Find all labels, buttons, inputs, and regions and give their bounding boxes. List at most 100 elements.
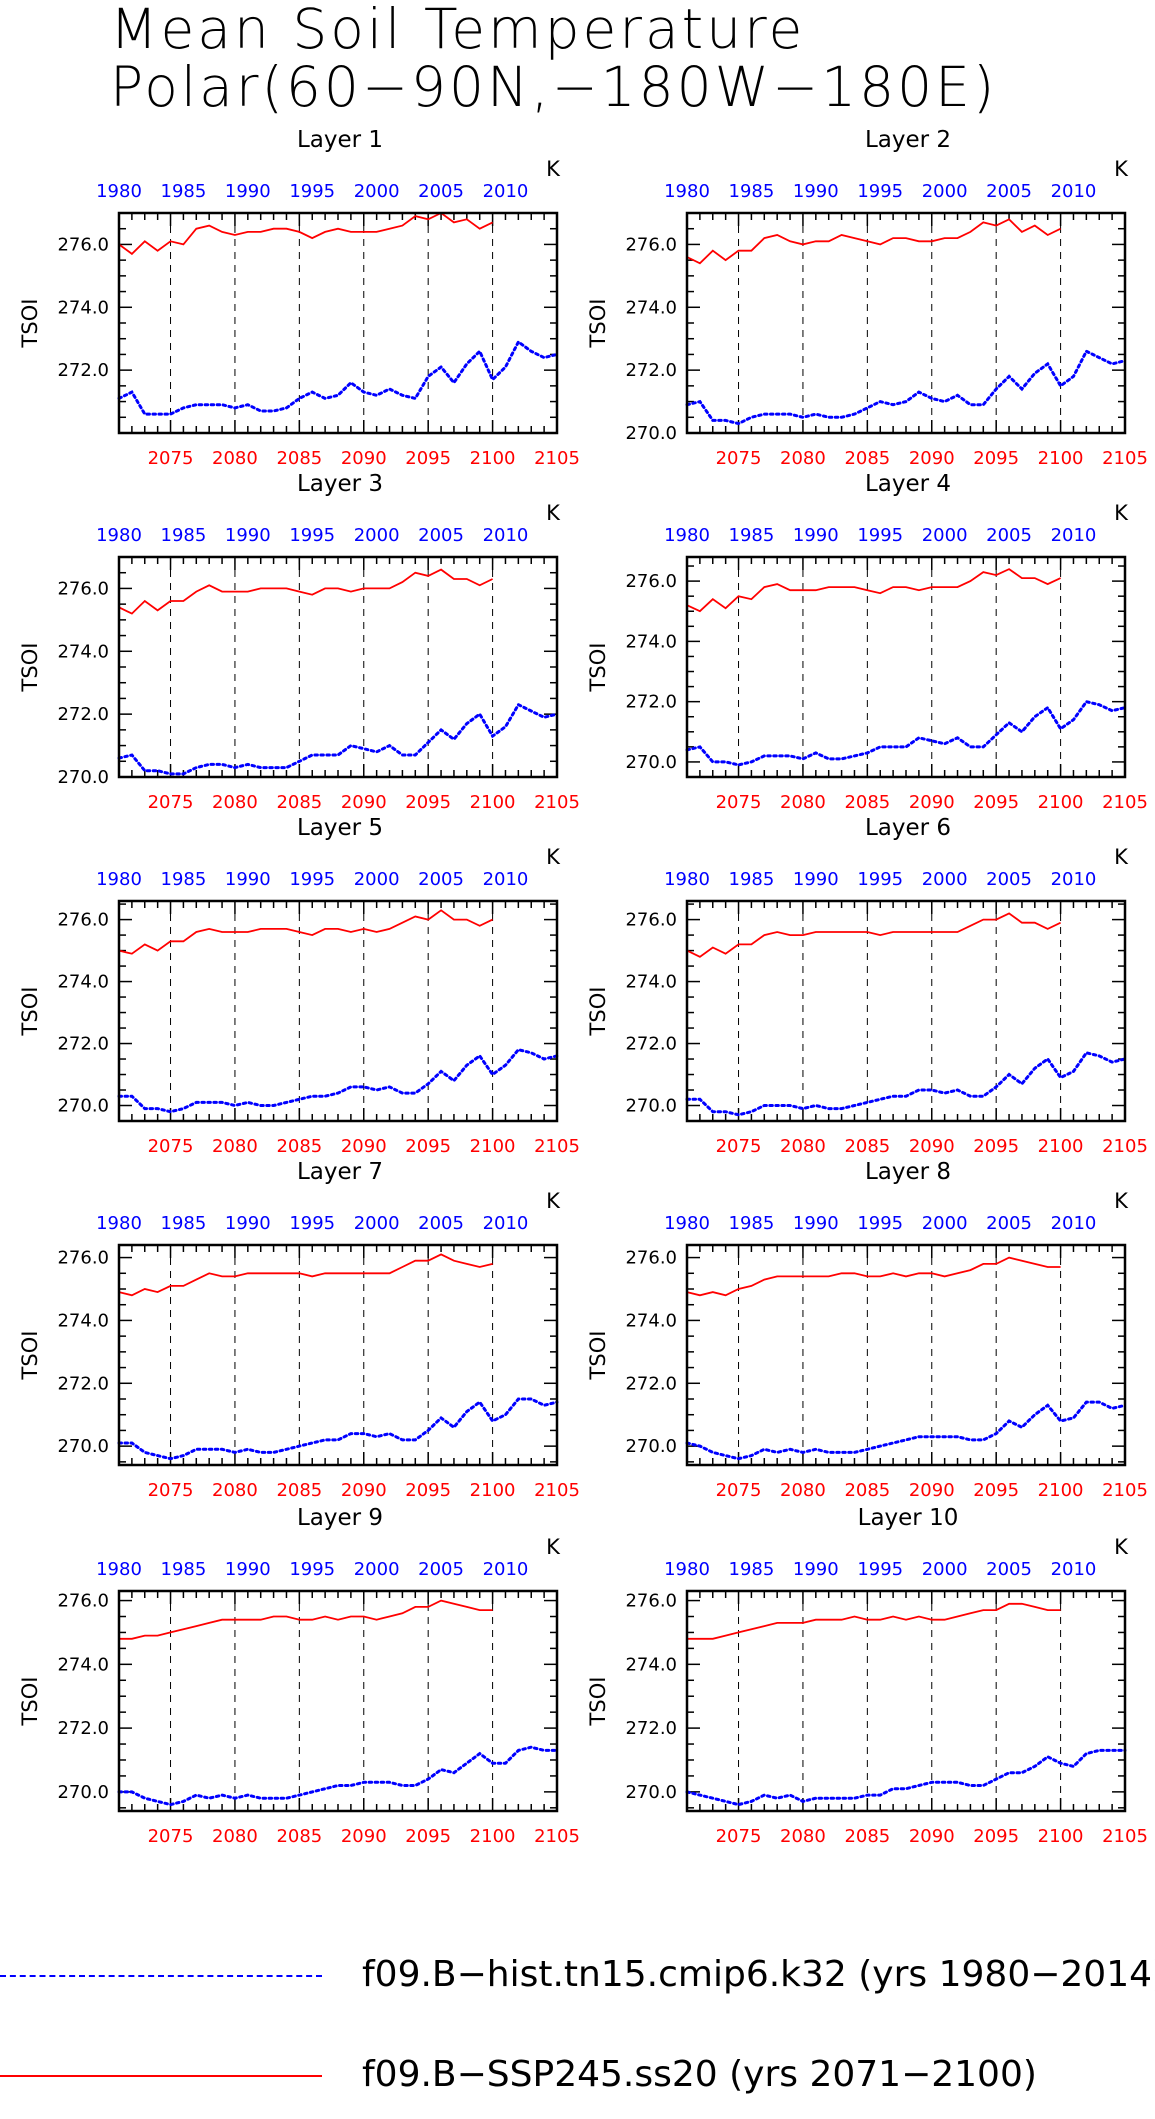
bottom-tick-label: 2075 xyxy=(716,1136,762,1157)
top-tick-label: 1985 xyxy=(729,181,775,202)
legend-entry-ssp: f09.B−SSP245.ss20 (yrs 2071−2100) xyxy=(0,2045,1155,2105)
bottom-tick-label: 2095 xyxy=(973,1480,1019,1501)
series-line-hist xyxy=(685,1051,1127,1117)
bottom-tick-label: 2085 xyxy=(844,1136,890,1157)
top-tick-label: 1985 xyxy=(161,869,207,890)
top-tick-label: 1995 xyxy=(857,181,903,202)
bottom-tick-label: 2085 xyxy=(276,1826,322,1847)
y-tick-label: 272.0 xyxy=(57,1034,109,1055)
bottom-tick-label: 2090 xyxy=(909,1826,955,1847)
chart-panel-5: Layer 5 K TSOI 2075 2080 2085 2090 2095 2100 2105… xyxy=(18,815,580,1157)
series-line-hist xyxy=(685,1400,1127,1461)
y-tick-label: 270.0 xyxy=(625,752,677,773)
legend-label-ssp: f09.B−SSP245.ss20 (yrs 2071−2100) xyxy=(362,2054,1037,2095)
top-tick-label: 1985 xyxy=(161,181,207,202)
bottom-tick-label: 2105 xyxy=(534,1480,580,1501)
plot-frame xyxy=(685,211,1127,435)
top-tick-label: 1995 xyxy=(857,1213,903,1234)
bottom-tick-label: 2080 xyxy=(780,1826,826,1847)
y-tick-label: 270.0 xyxy=(57,1782,109,1803)
panel-title: Layer 9 xyxy=(297,1505,383,1531)
y-tick-label: 270.0 xyxy=(57,1096,109,1117)
bottom-tick-label: 2105 xyxy=(1102,1136,1148,1157)
series-line-hist xyxy=(117,702,559,776)
bottom-tick-label: 2095 xyxy=(973,1826,1019,1847)
plot-frame xyxy=(117,1243,559,1467)
y-tick-label: 276.0 xyxy=(57,910,109,931)
plot-frame xyxy=(685,899,1127,1123)
top-tick-label: 2000 xyxy=(354,525,400,546)
plot-frame xyxy=(117,211,559,435)
y-tick-label: 274.0 xyxy=(625,1654,677,1675)
top-tick-label: 1980 xyxy=(664,1559,710,1580)
chart-panel-10: Layer 10 K TSOI 2075 2080 2085 2090 2095 2100 210… xyxy=(586,1505,1148,1847)
bottom-tick-label: 2085 xyxy=(844,1480,890,1501)
series-line-hist xyxy=(117,1745,559,1807)
top-tick-label: 2010 xyxy=(483,869,529,890)
plot-frame xyxy=(117,555,559,779)
units-label: K xyxy=(1114,1535,1129,1559)
bottom-tick-label: 2095 xyxy=(973,448,1019,469)
top-tick-label: 2000 xyxy=(354,869,400,890)
charts-area: Layer 1 K TSOI 2075 2080 2085 2090 2095 2100 2105… xyxy=(18,127,1148,1847)
top-tick-label: 1990 xyxy=(793,525,839,546)
bottom-tick-label: 2080 xyxy=(212,448,258,469)
y-axis-label: TSOI xyxy=(18,643,42,693)
top-tick-label: 1980 xyxy=(96,1559,142,1580)
y-tick-label: 274.0 xyxy=(57,297,109,318)
top-tick-label: 2005 xyxy=(986,869,1032,890)
bottom-tick-label: 2080 xyxy=(780,448,826,469)
y-tick-label: 272.0 xyxy=(625,360,677,381)
legend-swatch-hist xyxy=(0,1975,322,1977)
y-axis-label: TSOI xyxy=(586,643,610,693)
bottom-tick-label: 2105 xyxy=(1102,792,1148,813)
y-tick-label: 272.0 xyxy=(57,1718,109,1739)
plot-frame xyxy=(685,555,1127,779)
panel-title: Layer 7 xyxy=(297,1159,383,1185)
series-line-ssp xyxy=(687,1602,1061,1640)
y-tick-label: 270.0 xyxy=(57,767,109,788)
top-tick-label: 1985 xyxy=(729,525,775,546)
top-tick-label: 1995 xyxy=(289,869,335,890)
top-tick-label: 2005 xyxy=(986,1213,1032,1234)
units-label: K xyxy=(546,845,561,869)
y-tick-label: 274.0 xyxy=(57,1310,109,1331)
bottom-tick-label: 2085 xyxy=(276,792,322,813)
series-line-ssp xyxy=(686,218,1061,265)
units-label: K xyxy=(546,1535,561,1559)
bottom-tick-label: 2100 xyxy=(470,792,516,813)
bottom-tick-label: 2090 xyxy=(341,448,387,469)
top-tick-label: 2005 xyxy=(418,869,464,890)
series-line-ssp xyxy=(686,1256,1061,1297)
bottom-tick-label: 2090 xyxy=(909,1480,955,1501)
y-tick-label: 270.0 xyxy=(625,1096,677,1117)
series-line-hist xyxy=(117,1048,559,1114)
bottom-tick-label: 2100 xyxy=(1038,1826,1084,1847)
series-line-hist xyxy=(117,339,559,416)
y-axis-label: TSOI xyxy=(586,299,610,349)
bottom-tick-label: 2100 xyxy=(470,1480,516,1501)
top-tick-label: 1985 xyxy=(161,525,207,546)
top-tick-label: 2000 xyxy=(922,1559,968,1580)
top-tick-label: 2000 xyxy=(922,525,968,546)
y-tick-label: 274.0 xyxy=(625,972,677,993)
bottom-tick-label: 2090 xyxy=(909,792,955,813)
y-tick-label: 276.0 xyxy=(625,910,677,931)
y-tick-label: 270.0 xyxy=(625,1782,677,1803)
bottom-tick-label: 2090 xyxy=(341,1136,387,1157)
series-line-ssp xyxy=(119,1599,493,1640)
panel-title: Layer 3 xyxy=(297,471,383,497)
y-tick-label: 274.0 xyxy=(57,972,109,993)
chart-panel-8: Layer 8 K TSOI 2075 2080 2085 2090 2095 2100 2105… xyxy=(586,1159,1148,1501)
bottom-tick-label: 2085 xyxy=(276,1136,322,1157)
top-tick-label: 2010 xyxy=(1051,181,1097,202)
top-tick-label: 1990 xyxy=(793,181,839,202)
bottom-tick-label: 2075 xyxy=(148,792,194,813)
top-tick-label: 2000 xyxy=(354,1213,400,1234)
top-tick-label: 2010 xyxy=(483,1559,529,1580)
bottom-tick-label: 2090 xyxy=(341,1826,387,1847)
y-tick-label: 276.0 xyxy=(57,1591,109,1612)
top-tick-label: 1995 xyxy=(289,525,335,546)
bottom-tick-label: 2105 xyxy=(534,1136,580,1157)
top-tick-label: 1985 xyxy=(161,1559,207,1580)
